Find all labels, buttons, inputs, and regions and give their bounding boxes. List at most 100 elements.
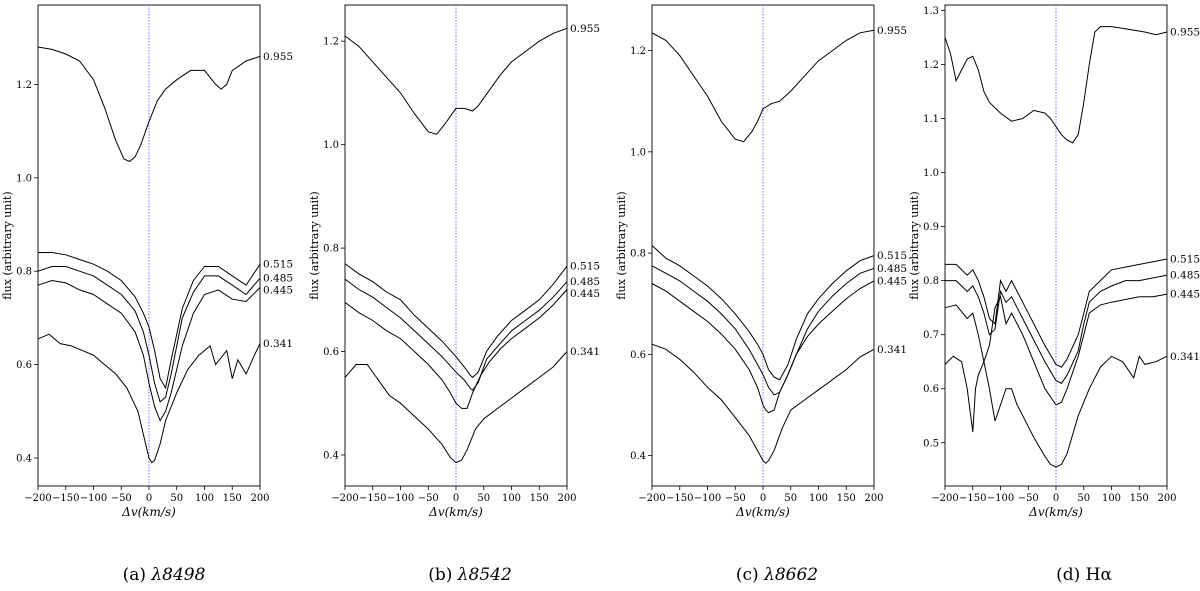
y-tick-label-b-3: 1.0 <box>323 140 339 151</box>
series-line-c-0.515 <box>651 245 875 381</box>
caption-a: (a) λ8498 <box>64 565 264 585</box>
caption-c: (c) λ8662 <box>677 565 877 585</box>
x-tick-label-b-1: −150 <box>359 493 386 504</box>
y-tick-label-b-4: 1.2 <box>323 37 339 48</box>
y-tick-label-c-0: 0.4 <box>630 451 646 462</box>
y-tick-label-a-2: 0.8 <box>16 267 32 278</box>
series-line-c-0.485 <box>651 265 875 396</box>
series-line-b-0.341 <box>344 351 568 464</box>
series-label-a-0.485: 0.485 <box>263 273 293 285</box>
x-tick-label-d-4: 0 <box>1053 493 1059 504</box>
series-label-b-0.955: 0.955 <box>570 23 600 35</box>
series-label-a-0.445: 0.445 <box>263 285 293 297</box>
x-tick-label-d-1: −150 <box>959 493 986 504</box>
series-line-d-0.955 <box>944 26 1168 144</box>
y-tick-label-c-1: 0.6 <box>630 350 646 361</box>
x-tick-label-a-6: 100 <box>195 493 214 504</box>
y-tick-label-d-2: 0.7 <box>923 330 939 341</box>
series-label-b-0.515: 0.515 <box>570 261 600 273</box>
y-tick-label-c-4: 1.2 <box>630 46 646 57</box>
x-tick-label-d-2: −100 <box>987 493 1014 504</box>
series-label-c-0.955: 0.955 <box>877 25 907 37</box>
x-tick-label-a-5: 50 <box>170 493 183 504</box>
y-axis-label-d: flux (arbitrary unit) <box>908 191 921 299</box>
y-tick-label-d-3: 0.8 <box>923 276 939 287</box>
series-label-a-0.341: 0.341 <box>263 338 293 350</box>
y-tick-label-b-1: 0.6 <box>323 347 339 358</box>
x-tick-label-c-8: 200 <box>864 493 883 504</box>
x-tick-label-b-2: −100 <box>387 493 414 504</box>
x-tick-label-d-0: −200 <box>931 493 958 504</box>
panel-b: −200 −150 −100 −50 0 50 100 150 200 0.4 0.6 0.8 1.0 1… <box>308 4 600 519</box>
x-tick-label-b-6: 100 <box>502 493 521 504</box>
x-tick-label-d-3: −50 <box>1018 493 1039 504</box>
series-line-a-0.485 <box>37 266 261 403</box>
x-tick-label-c-3: −50 <box>725 493 746 504</box>
series-line-c-0.341 <box>651 343 875 464</box>
x-tick-label-d-7: 150 <box>1130 493 1149 504</box>
series-line-d-0.445 <box>944 293 1168 406</box>
y-tick-label-c-3: 1.0 <box>630 147 646 158</box>
x-tick-label-b-7: 150 <box>530 493 549 504</box>
y-tick-label-d-4: 0.9 <box>923 222 939 233</box>
series-line-a-0.445 <box>37 279 261 422</box>
series-label-c-0.485: 0.485 <box>877 263 907 275</box>
y-axis-label-b: flux (arbitrary unit) <box>308 191 321 299</box>
y-tick-label-a-0: 0.4 <box>16 453 32 464</box>
series-label-a-0.955: 0.955 <box>263 51 293 63</box>
caption-b: (b) λ8542 <box>370 565 570 585</box>
caption-d-text: Hα <box>1085 565 1112 585</box>
x-tick-label-c-4: 0 <box>760 493 766 504</box>
series-label-d-0.515: 0.515 <box>1170 254 1200 266</box>
x-tick-label-c-0: −200 <box>638 493 665 504</box>
y-tick-label-a-3: 1.0 <box>16 173 32 184</box>
x-tick-label-c-6: 100 <box>809 493 828 504</box>
series-line-a-0.515 <box>38 252 261 390</box>
caption-d-label: (d) <box>1056 565 1081 585</box>
y-tick-label-d-5: 1.0 <box>923 168 939 179</box>
series-label-c-0.445: 0.445 <box>877 275 907 287</box>
x-tick-label-d-5: 50 <box>1077 493 1090 504</box>
panel-d: −200 −150 −100 −50 0 50 100 150 200 0.5 0.6 0.7 0.8 0… <box>908 4 1200 519</box>
series-label-c-0.515: 0.515 <box>877 250 907 262</box>
x-tick-label-c-1: −150 <box>666 493 693 504</box>
x-axis-label-c: Δv(km/s) <box>735 505 790 519</box>
y-tick-label-c-2: 0.8 <box>630 249 646 260</box>
series-label-d-0.955: 0.955 <box>1170 27 1200 39</box>
series-line-d-0.515 <box>945 258 1168 368</box>
y-tick-label-d-1: 0.6 <box>923 384 939 395</box>
panel-a: −200 −150 −100 −50 0 50 100 150 200 0.4 0.6 0.8 1.0 1… <box>1 4 293 519</box>
series-line-b-0.485 <box>344 278 568 392</box>
caption-a-label: (a) <box>122 565 146 585</box>
x-axis-label-a: Δv(km/s) <box>121 505 176 519</box>
series-line-a-0.955 <box>37 46 261 162</box>
x-axis-label-d: Δv(km/s) <box>1028 505 1083 519</box>
caption-c-label: (c) <box>735 565 759 585</box>
x-tick-label-d-6: 100 <box>1102 493 1121 504</box>
y-axis-label-c: flux (arbitrary unit) <box>615 191 628 299</box>
series-line-a-0.341 <box>37 333 261 464</box>
series-line-b-0.955 <box>344 27 568 135</box>
caption-c-text: λ8662 <box>764 565 819 585</box>
panel-c: −200 −150 −100 −50 0 50 100 150 200 0.4 0.6 0.8 1.0 1… <box>615 4 907 519</box>
x-tick-label-a-8: 200 <box>250 493 269 504</box>
caption-a-text: λ8498 <box>151 565 206 585</box>
x-tick-label-b-5: 50 <box>477 493 490 504</box>
series-label-d-0.445: 0.445 <box>1170 289 1200 301</box>
y-tick-label-b-0: 0.4 <box>323 450 339 461</box>
x-tick-label-c-5: 50 <box>784 493 797 504</box>
x-tick-label-b-8: 200 <box>557 493 576 504</box>
x-tick-label-c-7: 150 <box>837 493 856 504</box>
x-axis-label-b: Δv(km/s) <box>428 505 483 519</box>
x-tick-label-a-2: −100 <box>80 493 107 504</box>
y-tick-label-a-4: 1.2 <box>16 80 32 91</box>
x-tick-label-a-1: −150 <box>52 493 79 504</box>
series-line-d-0.341 <box>944 355 1168 468</box>
y-axis-label-a: flux (arbitrary unit) <box>1 191 14 299</box>
series-label-a-0.515: 0.515 <box>263 259 293 271</box>
x-tick-label-b-4: 0 <box>453 493 459 504</box>
y-tick-label-d-7: 1.2 <box>923 60 939 71</box>
series-label-b-0.485: 0.485 <box>570 276 600 288</box>
caption-d: (d) Hα <box>984 565 1184 585</box>
